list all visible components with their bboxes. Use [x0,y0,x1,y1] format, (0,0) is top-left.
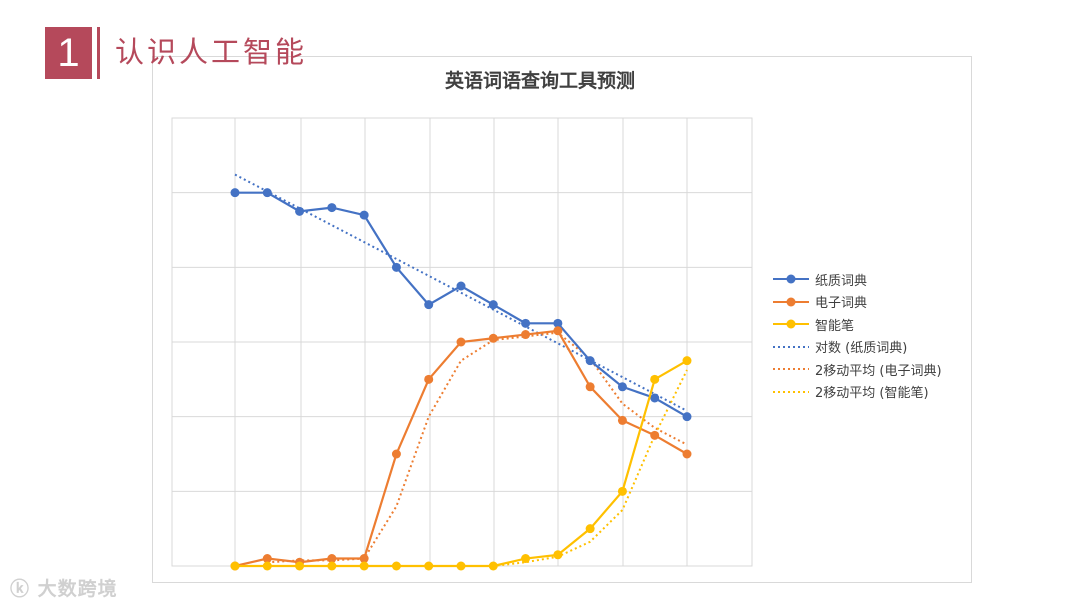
slide-title: 认识人工智能 [115,35,308,69]
data-point [585,524,595,534]
data-point [650,430,660,440]
legend-label: 对数 (纸质词典) [815,341,908,357]
watermark-logo: ⓚ 大数跨境 [10,574,118,601]
legend-label: 电子词典 [815,296,868,312]
data-point [391,262,401,272]
data-point [262,188,272,198]
data-point [617,486,627,496]
legend-label: 2移动平均 (电子词典) [815,363,942,379]
data-point [295,206,305,216]
data-point [553,550,563,560]
data-point [682,449,692,459]
data-point [521,330,531,340]
data-point [521,554,531,564]
data-point [456,281,466,291]
title-divider [97,27,100,79]
data-point [262,554,272,564]
data-point [295,561,305,571]
legend-item: 2移动平均 (智能笔) [773,381,942,404]
legend-label: 2移动平均 (智能笔) [815,386,929,402]
series-line [235,191,688,418]
data-point [391,449,401,459]
legend-item: 对数 (纸质词典) [773,336,942,359]
data-point [553,326,563,336]
data-point [359,554,369,564]
legend-item: 电子词典 [773,291,942,314]
data-point [424,374,434,384]
data-point [585,356,595,366]
data-point [682,412,692,422]
data-point [650,374,660,384]
legend-swatch [773,390,809,393]
data-point [682,356,692,366]
data-point [424,561,434,571]
chart-title: 英语词语查询工具预测 [444,70,635,92]
legend-item: 智能笔 [773,313,942,336]
data-point [650,393,660,403]
legend-swatch [773,297,809,307]
legend-item: 2移动平均 (电子词典) [773,358,942,381]
data-point [424,300,434,310]
slide-number: 1 [45,27,92,79]
legend-swatch [773,274,809,284]
watermark-icon: ⓚ [10,578,31,600]
data-point [488,561,498,571]
data-point [262,561,272,571]
data-point [391,561,401,571]
data-point [230,561,240,571]
watermark-text: 大数跨境 [37,578,118,600]
trendline [267,369,688,567]
data-point [327,561,337,571]
data-point [359,561,369,571]
data-point [488,333,498,343]
chart-legend: 纸质词典电子词典智能笔对数 (纸质词典) 2移动平均 (电子词典) 2移动平均 (智… [773,268,942,403]
legend-swatch [773,345,809,348]
legend-item: 纸质词典 [773,268,942,291]
legend-label: 智能笔 [815,318,855,334]
series-line [235,359,688,568]
legend-swatch [773,319,809,329]
trendline [267,331,688,564]
legend-label: 纸质词典 [815,273,868,289]
trendline [234,173,688,412]
data-point [327,554,337,564]
data-point [230,188,240,198]
data-point [553,318,563,328]
data-point [488,300,498,310]
data-point [456,561,466,571]
data-point [521,318,531,328]
series-line [234,329,688,568]
chart-frame [152,56,972,583]
data-point [456,337,466,347]
legend-swatch [773,368,809,371]
data-point [585,382,595,392]
data-point [327,203,337,213]
data-point [617,415,627,425]
data-point [359,210,369,220]
data-point [617,382,627,392]
